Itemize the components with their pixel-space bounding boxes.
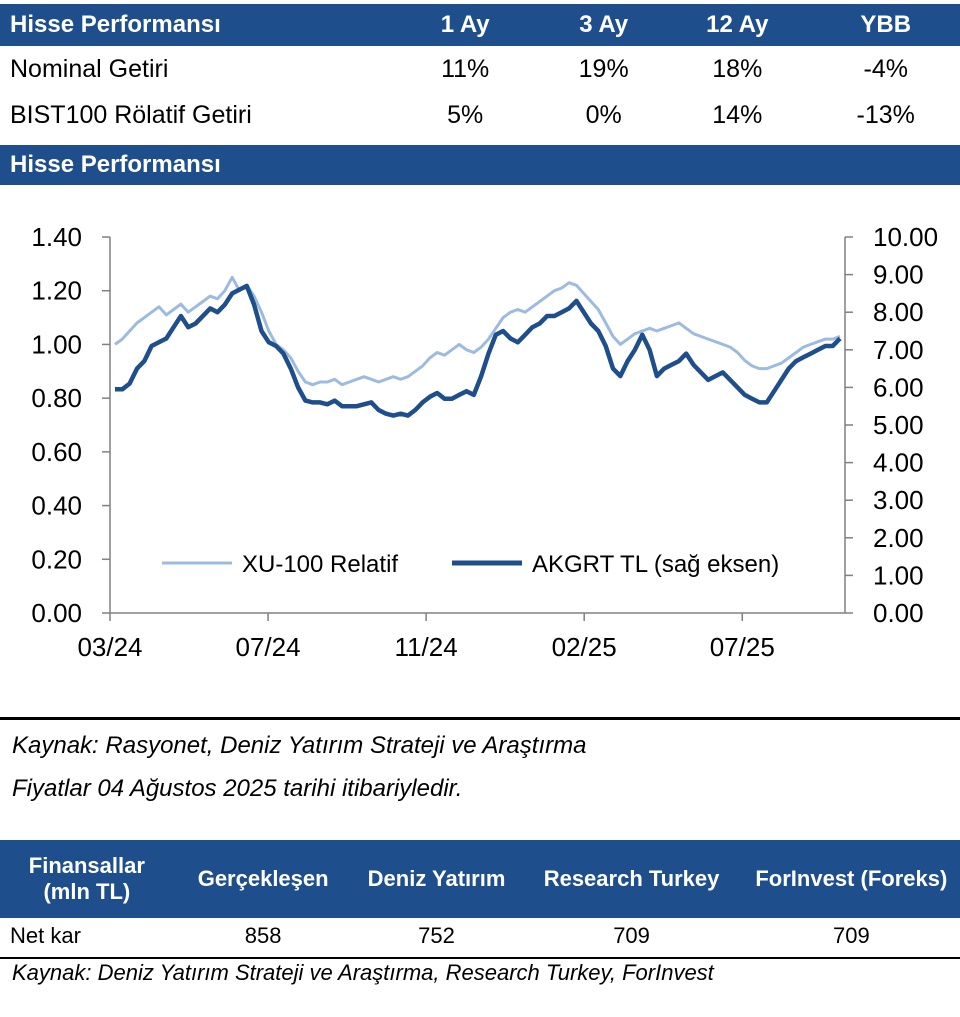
financials-table: Finansallar (mln TL) Gerçekleşen Deniz Y… [0,840,960,954]
x-tick-label: 03/24 [77,632,142,662]
left-tick-label: 0.60 [31,437,82,467]
left-tick-label: 1.00 [31,329,82,359]
left-tick-label: 0.40 [31,491,82,521]
financials-header-line1: Finansallar [28,853,145,878]
financials-header-deniz: Deniz Yatırım [352,840,521,918]
right-tick-label: 5.00 [873,410,924,440]
cell-value: 858 [244,923,282,948]
financials-source-note: Kaynak: Deniz Yatırım Strateji ve Araştı… [12,960,714,985]
source-note: Kaynak: Rasyonet, Deniz Yatırım Strateji… [12,732,587,759]
series-line-xu100-relatif [114,275,841,387]
cell-value: 709 [613,923,650,948]
chart-section-title: Hisse Performansı [0,145,960,185]
performance-header-label: Hisse Performansı [0,4,387,46]
left-tick-label: 1.20 [31,276,82,306]
left-tick-label: 0.00 [31,598,82,628]
cell-value: 18% [712,54,763,83]
performance-header-12m: 12 Ay [663,4,812,46]
left-tick-label: 0.20 [31,544,82,574]
financials-header-label: Finansallar (mln TL) [0,840,174,918]
table-bottom-line [0,957,960,959]
cell-value: 11% [441,54,490,83]
row-label: Net kar [10,923,81,948]
legend-label: AKGRT TL (sağ eksen) [532,551,779,578]
right-tick-label: 10.00 [873,222,938,252]
table-row: Nominal Getiri 11% 19% 18% -4% [0,46,960,92]
right-tick-label: 1.00 [873,560,924,590]
performance-header-1m: 1 Ay [386,4,545,46]
right-tick-label: 3.00 [873,485,924,515]
financials-header-line2: (mln TL) [43,879,131,904]
right-tick-label: 4.00 [873,448,924,478]
table-row: Net kar 858 752 709 709 [0,918,960,954]
row-label: BIST100 Rölatif Getiri [10,100,252,129]
divider [0,717,960,720]
performance-table: Hisse Performansı 1 Ay 3 Ay 12 Ay YBB No… [0,4,960,138]
right-tick-label: 6.00 [873,372,924,402]
row-label: Nominal Getiri [10,54,169,83]
series-line-akgrt [115,283,842,418]
financials-header-actual: Gerçekleşen [173,840,353,918]
financials-header-research-turkey: Research Turkey [520,840,743,918]
right-tick-label: 0.00 [873,598,924,628]
right-tick-label: 9.00 [873,260,924,290]
performance-header-3m: 3 Ay [544,4,664,46]
table-row: BIST100 Rölatif Getiri 5% 0% 14% -13% [0,92,960,138]
performance-chart: 0.00 0.20 0.40 0.60 0.80 1.00 1.20 1.40 0.00 1.00… [31,222,938,662]
x-tick-label: 02/25 [552,632,617,662]
cell-value: 5% [447,100,484,129]
cell-value: -13% [856,100,915,129]
right-tick-label: 7.00 [873,335,924,365]
financials-header-forinvest: ForInvest (Foreks) [742,840,960,918]
cell-value: 709 [832,923,870,948]
x-tick-label: 11/24 [395,632,458,662]
cell-value: 19% [578,54,629,83]
right-tick-label: 2.00 [873,523,924,553]
left-tick-label: 0.80 [31,383,82,413]
performance-header-ytd: YBB [811,4,960,46]
cell-value: -4% [863,54,908,83]
legend-label: XU-100 Relatif [242,551,398,578]
performance-header-row: Hisse Performansı 1 Ay 3 Ay 12 Ay YBB [0,4,960,46]
cell-value: 14% [712,100,763,129]
cell-value: 0% [585,100,622,129]
date-note: Fiyatlar 04 Ağustos 2025 tarihi itibariy… [12,775,463,802]
x-tick-label: 07/24 [236,632,301,662]
left-tick-label: 1.40 [31,222,82,252]
right-tick-label: 8.00 [873,297,924,327]
x-tick-label: 07/25 [710,632,775,662]
cell-value: 752 [418,923,455,948]
financials-header-row: Finansallar (mln TL) Gerçekleşen Deniz Y… [0,840,960,918]
